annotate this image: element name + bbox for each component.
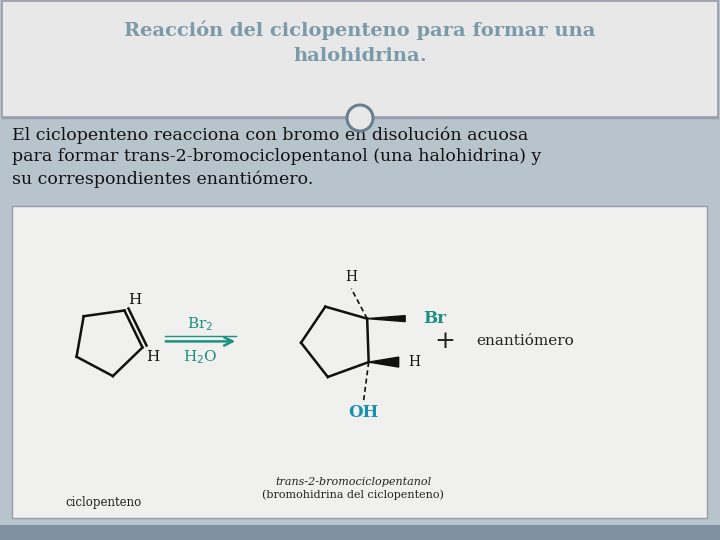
Text: H: H: [409, 355, 420, 369]
Text: OH: OH: [348, 403, 379, 421]
Text: Reacción del ciclopenteno para formar una: Reacción del ciclopenteno para formar un…: [125, 20, 595, 40]
Polygon shape: [367, 315, 405, 322]
Text: para formar trans-2-bromociclopentanol (una halohidrina) y: para formar trans-2-bromociclopentanol (…: [12, 148, 541, 165]
Text: (bromohidrina del ciclopenteno): (bromohidrina del ciclopenteno): [262, 489, 444, 500]
Text: ciclopenteno: ciclopenteno: [65, 496, 141, 509]
Text: trans-2-bromociclopentanol: trans-2-bromociclopentanol: [275, 477, 431, 487]
Text: Br$_2$: Br$_2$: [187, 315, 214, 333]
FancyBboxPatch shape: [0, 118, 720, 540]
Text: H: H: [146, 350, 159, 365]
Text: H: H: [128, 294, 141, 307]
Text: su correspondientes enantiómero.: su correspondientes enantiómero.: [12, 170, 313, 187]
Text: H: H: [346, 269, 357, 284]
FancyBboxPatch shape: [2, 1, 718, 117]
FancyBboxPatch shape: [12, 206, 707, 518]
Text: halohidrina.: halohidrina.: [293, 47, 427, 65]
FancyBboxPatch shape: [0, 525, 720, 540]
Circle shape: [348, 105, 372, 131]
Text: El ciclopenteno reacciona con bromo en disolución acuosa: El ciclopenteno reacciona con bromo en d…: [12, 126, 528, 144]
Text: +: +: [435, 330, 456, 353]
Text: Br: Br: [423, 310, 446, 327]
Text: enantiómero: enantiómero: [476, 334, 574, 348]
Polygon shape: [369, 357, 399, 367]
Text: H$_2$O: H$_2$O: [184, 348, 217, 366]
